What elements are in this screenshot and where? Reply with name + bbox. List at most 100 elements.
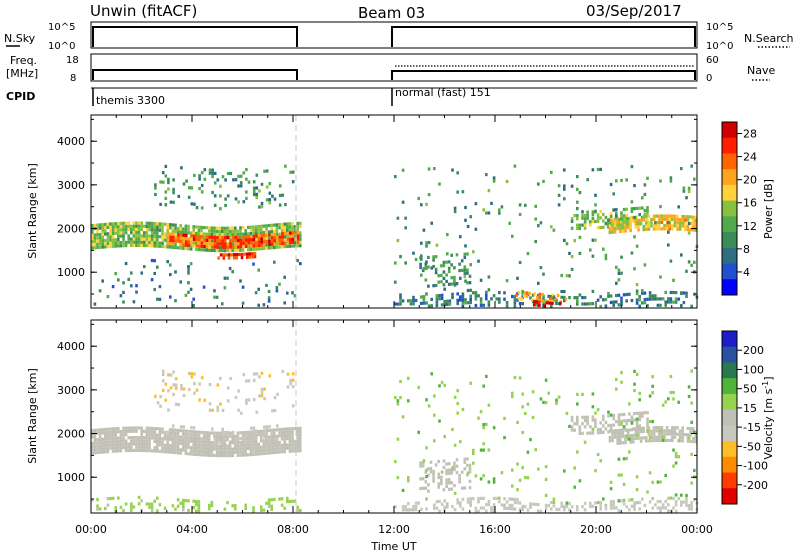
- data-cell: [508, 503, 511, 507]
- data-cell: [435, 297, 439, 301]
- data-cell: [678, 429, 682, 433]
- data-cell: [404, 226, 407, 230]
- data-cell: [503, 506, 506, 510]
- colorbar-tick-label: -200: [743, 479, 768, 492]
- data-cell: [558, 302, 562, 306]
- data-cell: [638, 500, 641, 505]
- data-cell: [218, 235, 222, 240]
- data-cell: [511, 468, 514, 472]
- data-cell: [531, 390, 535, 394]
- data-cell: [111, 228, 115, 232]
- data-cell: [573, 428, 576, 432]
- data-cell: [242, 200, 246, 204]
- data-cell: [195, 238, 198, 242]
- data-cell: [202, 235, 206, 239]
- data-cell: [440, 502, 444, 506]
- data-cell: [111, 231, 115, 236]
- data-cell: [245, 401, 248, 405]
- data-cell: [690, 507, 693, 511]
- data-cell: [122, 290, 125, 294]
- data-cell: [145, 433, 149, 437]
- data-cell: [656, 303, 660, 307]
- data-cell: [286, 244, 289, 248]
- data-cell: [694, 228, 697, 232]
- data-cell: [119, 234, 123, 238]
- data-cell: [273, 438, 276, 442]
- data-cell: [109, 228, 112, 232]
- data-cell: [270, 498, 273, 502]
- data-cell: [205, 241, 209, 246]
- data-cell: [158, 222, 162, 226]
- data-cell: [642, 218, 645, 222]
- data-cell: [612, 503, 615, 507]
- data-cell: [466, 463, 469, 467]
- data-cell: [156, 439, 159, 444]
- data-cell: [404, 508, 407, 512]
- data-cell: [226, 235, 230, 240]
- data-cell: [539, 509, 543, 513]
- data-cell: [620, 473, 623, 477]
- data-cell: [659, 509, 662, 513]
- data-cell: [93, 441, 97, 445]
- data-cell: [442, 459, 446, 463]
- data-cell: [613, 220, 617, 224]
- data-cell: [420, 295, 423, 299]
- data-cell: [432, 255, 435, 259]
- data-cell: [257, 445, 260, 450]
- data-cell: [260, 231, 263, 235]
- data-cell: [242, 241, 245, 245]
- data-cell: [280, 443, 284, 447]
- data-cell: [184, 448, 188, 452]
- data-cell: [643, 291, 647, 295]
- data-cell: [252, 429, 256, 433]
- data-cell: [291, 170, 295, 174]
- data-cell: [93, 451, 97, 455]
- data-cell: [250, 426, 253, 430]
- data-cell: [425, 507, 428, 511]
- data-cell: [629, 437, 632, 441]
- data-cell: [445, 478, 448, 482]
- data-cell: [156, 297, 159, 301]
- data-cell: [464, 298, 467, 302]
- data-cell: [628, 450, 631, 454]
- data-cell: [291, 430, 294, 434]
- data-cell: [620, 178, 623, 182]
- data-cell: [245, 168, 248, 172]
- data-cell: [239, 174, 243, 178]
- data-cell: [137, 448, 141, 452]
- data-cell: [174, 428, 177, 432]
- data-cell: [550, 507, 553, 511]
- data-cell: [184, 435, 188, 440]
- data-cell: [215, 454, 219, 458]
- data-cell: [492, 506, 496, 510]
- data-cell: [451, 466, 454, 470]
- data-cell: [425, 244, 428, 248]
- data-cell: [663, 217, 666, 221]
- data-cell: [557, 507, 561, 511]
- data-cell: [161, 388, 165, 392]
- data-cell: [581, 415, 584, 419]
- data-cell: [200, 244, 204, 248]
- data-cell: [140, 442, 143, 446]
- data-cell: [239, 232, 242, 236]
- data-cell: [425, 260, 428, 264]
- data-cell: [247, 434, 250, 438]
- data-cell: [267, 299, 271, 303]
- data-cell: [208, 437, 211, 441]
- data-cell: [132, 224, 136, 228]
- data-cell: [492, 179, 496, 183]
- data-cell: [241, 443, 245, 448]
- data-cell: [117, 228, 120, 232]
- data-cell: [197, 440, 201, 444]
- data-cell: [647, 221, 651, 225]
- data-cell: [235, 256, 239, 260]
- data-cell: [291, 180, 295, 184]
- data-cell: [633, 235, 636, 239]
- data-cell: [117, 449, 120, 453]
- data-cell: [216, 235, 219, 240]
- data-cell: [438, 294, 441, 298]
- data-cell: [260, 201, 264, 206]
- data-cell: [677, 205, 680, 209]
- data-cell: [96, 498, 99, 502]
